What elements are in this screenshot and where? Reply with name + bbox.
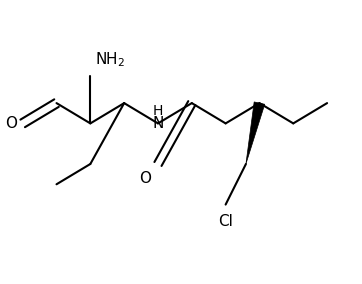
- Text: NH$_2$: NH$_2$: [96, 51, 126, 69]
- Text: Cl: Cl: [218, 214, 233, 229]
- Text: O: O: [6, 116, 18, 131]
- Text: O: O: [139, 171, 151, 186]
- Text: N: N: [152, 116, 164, 131]
- Text: H: H: [153, 104, 163, 118]
- Polygon shape: [246, 102, 265, 164]
